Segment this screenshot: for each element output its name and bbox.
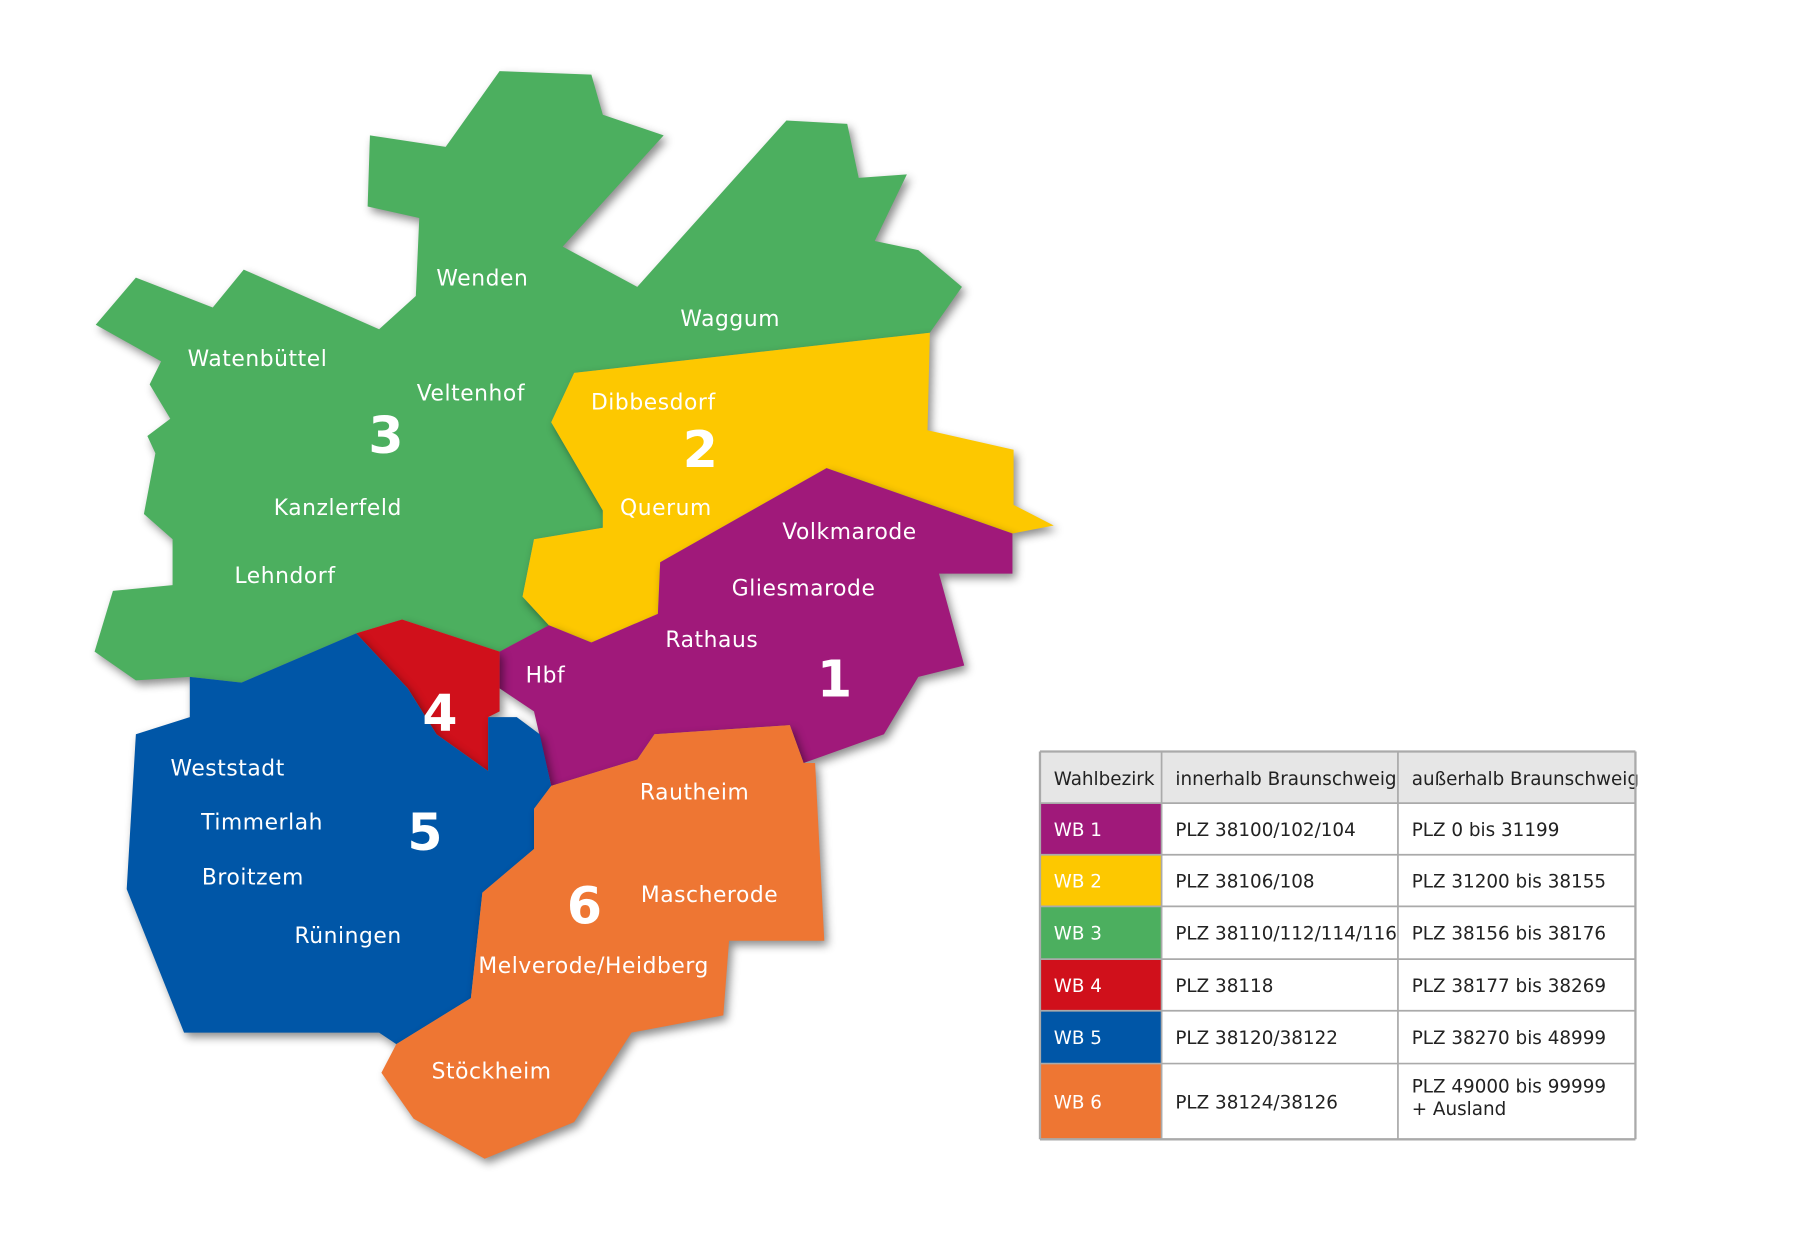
district-5-area	[126, 633, 552, 1045]
table-cell: PLZ 38120/38122	[1175, 1028, 1338, 1049]
district-4-area	[356, 619, 500, 772]
place-label: Querum	[620, 496, 712, 521]
place-label: Hbf	[526, 664, 566, 689]
table-cell: WB 5	[1054, 1028, 1102, 1049]
legend-table: Wahlbezirk innerhalb Braunschweig außerhal…	[1038, 750, 1639, 1141]
table-cell: PLZ 31200 bis 38155	[1412, 871, 1606, 892]
map	[94, 71, 1054, 1159]
district-number: 3	[368, 406, 403, 465]
table-header-bg	[1039, 751, 1636, 804]
place-label: Stöckheim	[432, 1059, 552, 1084]
district-number: 5	[407, 803, 442, 862]
row-color	[1039, 959, 1162, 1011]
place-label: Weststadt	[171, 757, 285, 782]
place-label: Rathaus	[665, 628, 758, 653]
place-label: Watenbüttel	[188, 347, 328, 372]
district-6-area	[381, 725, 825, 1159]
table-cell: PLZ 38106/108	[1175, 871, 1314, 892]
row-color	[1039, 1063, 1162, 1140]
row-color	[1039, 854, 1162, 907]
table-cell: PLZ 38177 bis 38269	[1412, 976, 1606, 997]
table-cell: PLZ 49000 bis 99999	[1412, 1076, 1606, 1097]
place-label: Rautheim	[640, 781, 749, 806]
table-header: außerhalb Braunschweig	[1412, 769, 1639, 790]
place-label: Waggum	[680, 307, 780, 332]
place-label: Lehndorf	[234, 564, 336, 589]
table-cell: PLZ 38124/38126	[1175, 1092, 1338, 1113]
table-cell: PLZ 38100/102/104	[1175, 820, 1355, 841]
place-label: Volkmarode	[782, 520, 917, 545]
table-cell: WB 2	[1054, 871, 1102, 892]
district-1-area	[499, 468, 1013, 786]
table-cell: WB 6	[1054, 1092, 1102, 1113]
place-label: Mascherode	[641, 883, 778, 908]
row-color	[1039, 803, 1162, 855]
district-2-area	[522, 332, 1054, 643]
table-cell: WB 4	[1054, 976, 1102, 997]
place-label: Dibbesdorf	[591, 391, 716, 416]
place-label: Gliesmarode	[732, 576, 876, 601]
row-color	[1039, 1010, 1162, 1064]
row-color	[1039, 906, 1162, 960]
table-cell: PLZ 38110/112/114/116	[1175, 924, 1397, 945]
district-number: 4	[422, 684, 457, 743]
table-cell: + Ausland	[1412, 1099, 1507, 1120]
table-cell: WB 3	[1054, 924, 1102, 945]
table-cell: PLZ 38118	[1175, 976, 1273, 997]
table-cell: PLZ 38156 bis 38176	[1412, 924, 1606, 945]
district-number: 6	[567, 877, 602, 936]
table-header: innerhalb Braunschweig	[1175, 769, 1396, 790]
district-3-area	[94, 71, 962, 683]
map-labels: 1 Volkmarode Gliesmarode Rathaus Hbf 2 Dibbesd…	[171, 267, 917, 1085]
table-header: Wahlbezirk	[1054, 769, 1155, 790]
place-label: Kanzlerfeld	[274, 496, 402, 521]
place-label: Melverode/Heidberg	[478, 954, 709, 979]
table-cell: PLZ 38270 bis 48999	[1412, 1028, 1606, 1049]
place-label: Broitzem	[202, 866, 304, 891]
district-number: 2	[683, 420, 718, 479]
table-cell: WB 1	[1054, 820, 1102, 841]
place-label: Veltenhof	[417, 381, 526, 406]
district-number: 1	[817, 649, 852, 708]
place-label: Wenden	[436, 267, 528, 292]
table-cell: PLZ 0 bis 31199	[1412, 820, 1560, 841]
place-label: Timmerlah	[200, 811, 323, 836]
place-label: Rüningen	[295, 924, 402, 949]
